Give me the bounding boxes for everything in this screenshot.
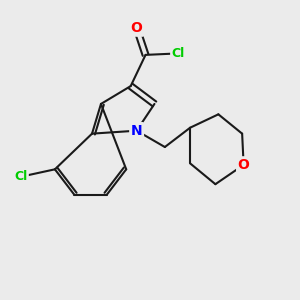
Text: O: O: [238, 158, 250, 172]
Text: Cl: Cl: [14, 170, 27, 183]
Text: O: O: [131, 21, 142, 35]
Text: Cl: Cl: [172, 47, 185, 60]
Text: N: N: [131, 124, 142, 138]
